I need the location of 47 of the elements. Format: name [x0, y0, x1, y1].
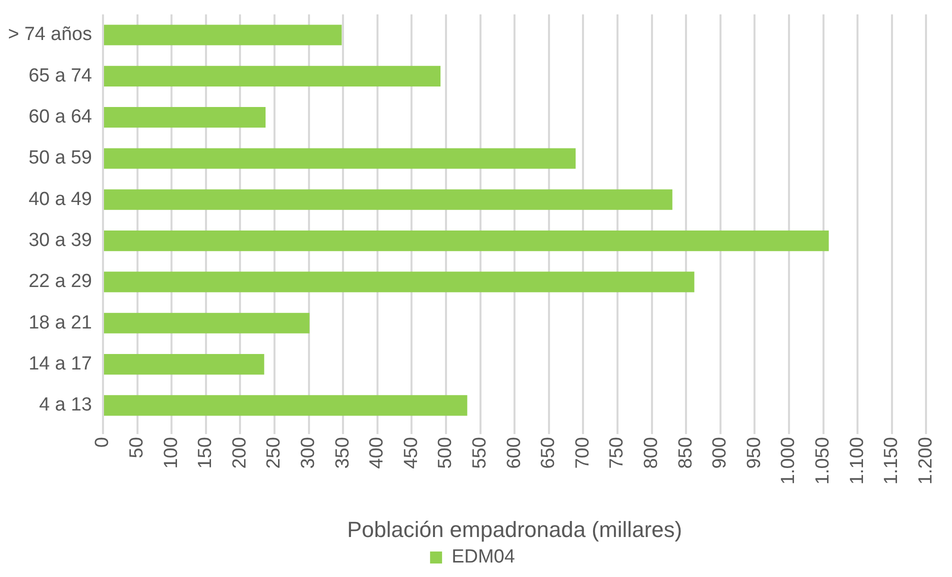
bar — [104, 148, 576, 169]
x-tick-label: 50 — [126, 437, 148, 458]
x-axis-title: Población empadronada (millares) — [347, 516, 682, 542]
y-tick-label: 30 a 39 — [28, 230, 92, 252]
bar — [104, 354, 264, 375]
x-tick-label: 700 — [572, 437, 594, 469]
x-tick-label: 1.150 — [881, 437, 902, 485]
x-tick-label: 100 — [160, 437, 182, 469]
bar — [104, 107, 266, 128]
x-tick-label: 650 — [538, 437, 560, 469]
y-tick-label: 18 a 21 — [28, 312, 92, 334]
x-tick-label: 600 — [504, 437, 525, 469]
bar — [104, 189, 672, 210]
x-tick-label: 800 — [641, 437, 662, 469]
x-tick-label: 850 — [675, 437, 696, 469]
x-tick-label: 900 — [710, 437, 731, 469]
y-tick-label: 50 a 59 — [28, 148, 92, 169]
x-tick-label: 950 — [744, 437, 765, 469]
x-tick-label: 1.050 — [812, 437, 834, 485]
y-tick-label: 60 a 64 — [28, 106, 92, 128]
x-tick-label: 300 — [298, 437, 320, 469]
x-tick-label: 1.200 — [915, 437, 936, 485]
y-tick-label: 65 a 74 — [28, 65, 92, 86]
x-tick-label: 400 — [366, 437, 388, 469]
bar — [104, 24, 342, 46]
bar — [104, 66, 441, 86]
x-tick-label: 450 — [400, 437, 422, 469]
x-tick-label: 1.000 — [778, 437, 800, 485]
x-tick-label: 250 — [264, 437, 285, 469]
x-tick-label: 550 — [470, 437, 491, 469]
x-tick-label: 200 — [229, 437, 250, 469]
bar — [104, 395, 468, 416]
y-tick-label: 22 a 29 — [28, 271, 92, 292]
bar — [104, 312, 310, 334]
bar — [104, 272, 694, 292]
x-tick-label: 500 — [435, 437, 456, 469]
y-tick-label: > 74 años — [8, 24, 92, 46]
x-tick-label: 350 — [332, 437, 354, 469]
y-tick-label: 4 a 13 — [39, 394, 92, 416]
legend-label: EDM04 — [452, 546, 516, 568]
x-tick-label: 750 — [606, 437, 628, 469]
x-tick-label: 150 — [195, 437, 216, 469]
y-tick-label: 14 a 17 — [28, 354, 92, 375]
y-tick-label: 40 a 49 — [28, 188, 92, 210]
bar — [104, 230, 829, 252]
x-tick-label: 1.100 — [846, 437, 868, 485]
x-tick-label: 0 — [92, 437, 114, 448]
